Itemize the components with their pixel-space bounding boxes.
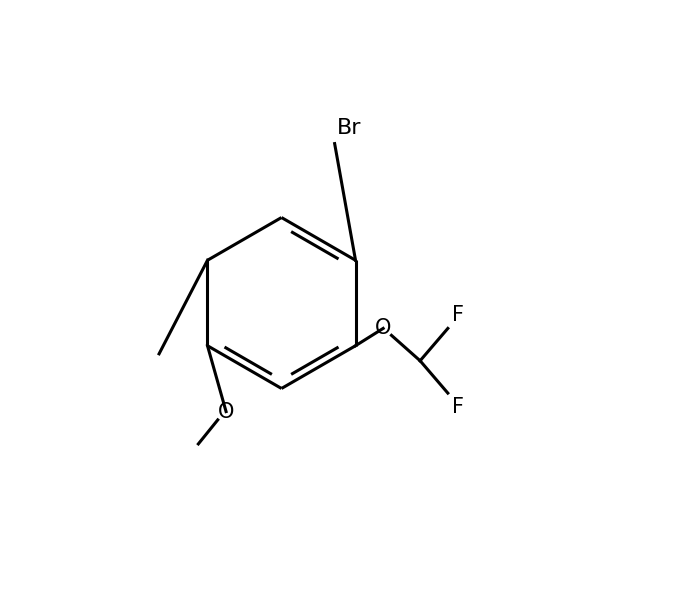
Text: Br: Br [337, 118, 362, 138]
Text: F: F [452, 397, 464, 417]
Text: O: O [218, 401, 234, 422]
Text: F: F [452, 305, 464, 325]
Text: O: O [375, 319, 391, 338]
